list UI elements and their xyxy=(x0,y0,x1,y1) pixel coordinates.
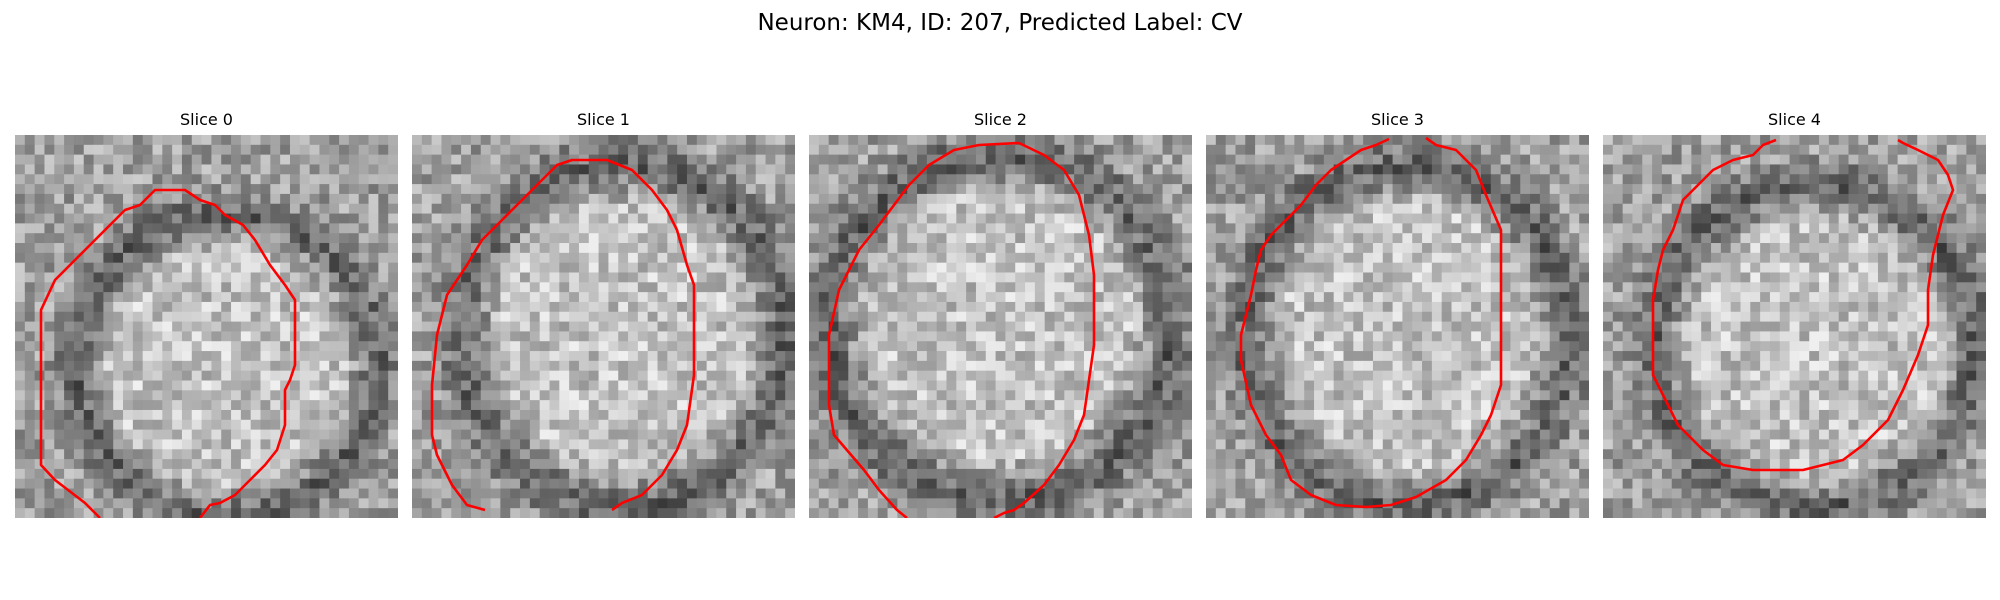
contour-line-4 xyxy=(1651,138,1955,472)
pixel-grid-4 xyxy=(1603,135,1986,518)
slice-image-0 xyxy=(15,135,398,518)
contour-line-0 xyxy=(39,188,297,518)
slice-title-0: Slice 0 xyxy=(180,110,233,129)
contour-line-1 xyxy=(430,158,696,512)
slice-title-1: Slice 1 xyxy=(577,110,630,129)
slice-panel-0: Slice 0 xyxy=(15,109,398,519)
pixel-grid-3 xyxy=(1206,135,1589,518)
slice-image-4 xyxy=(1603,135,1986,518)
slice-title-3: Slice 3 xyxy=(1371,110,1424,129)
pixel-grid-0 xyxy=(15,135,398,518)
slice-panel-2: Slice 2 xyxy=(809,109,1192,519)
slice-title-4: Slice 4 xyxy=(1768,110,1821,129)
slice-image-1 xyxy=(412,135,795,518)
pixel-grid-1 xyxy=(412,135,795,518)
slice-panel-4: Slice 4 xyxy=(1603,109,1986,519)
pixel-grid-2 xyxy=(809,135,1192,518)
slice-image-3 xyxy=(1206,135,1589,518)
slice-panel-3: Slice 3 xyxy=(1206,109,1589,519)
slice-image-2 xyxy=(809,135,1192,518)
contour-line-2 xyxy=(827,141,1096,518)
slice-panel-1: Slice 1 xyxy=(412,109,795,519)
contour-line-3 xyxy=(1239,136,1503,509)
figure-title: Neuron: KM4, ID: 207, Predicted Label: C… xyxy=(757,10,1243,36)
slice-title-2: Slice 2 xyxy=(974,110,1027,129)
